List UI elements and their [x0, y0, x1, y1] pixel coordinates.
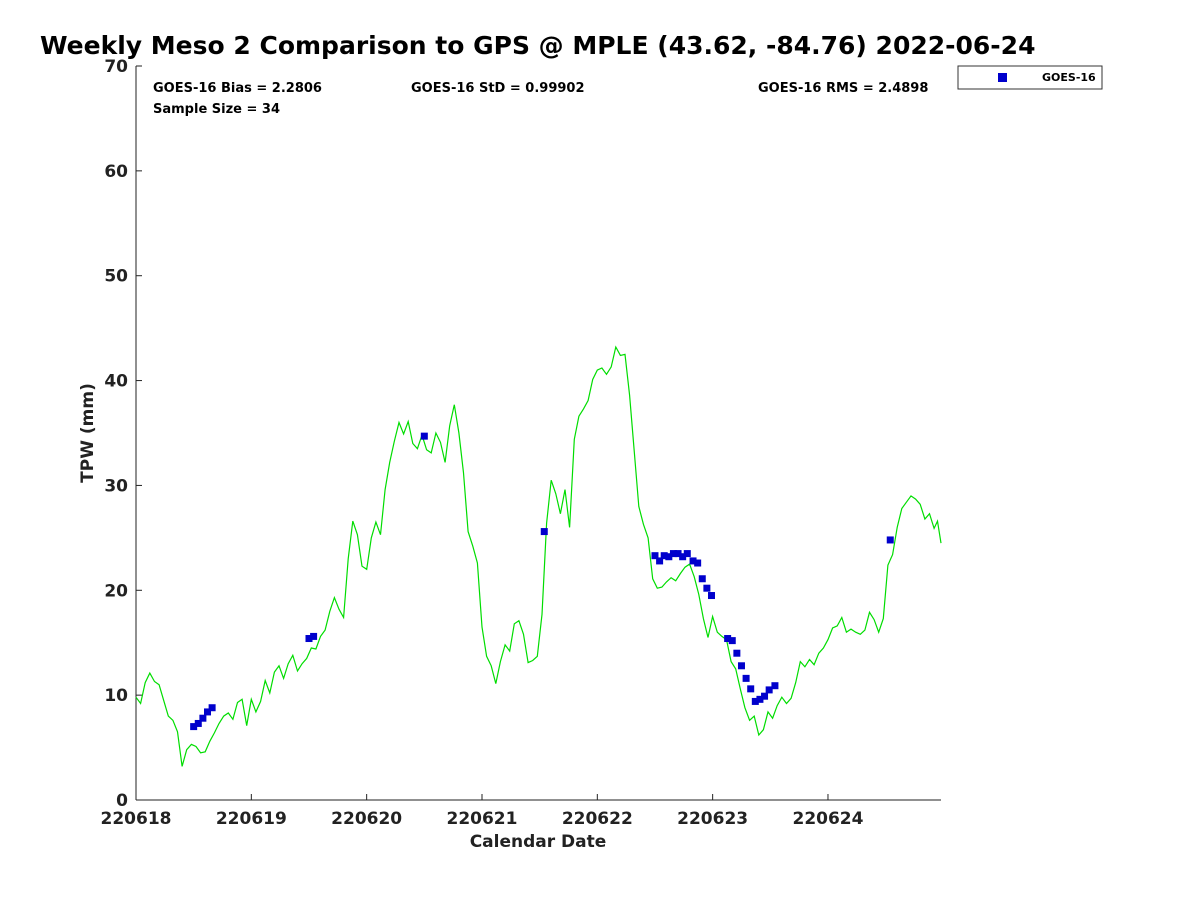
- x-tick-label: 220624: [792, 809, 863, 829]
- y-tick-label: 0: [116, 791, 128, 811]
- y-tick-label: 70: [104, 57, 128, 77]
- goes16-point: [420, 432, 428, 440]
- goes16-point: [694, 559, 702, 567]
- goes16-point: [656, 557, 664, 565]
- legend-marker-goes16: [998, 73, 1007, 82]
- goes16-point: [669, 550, 677, 558]
- goes16-point: [689, 557, 697, 565]
- goes16-point: [728, 637, 736, 645]
- goes16-point: [208, 704, 216, 712]
- goes16-point: [756, 695, 764, 703]
- series-layer: [135, 345, 942, 767]
- goes16-point: [886, 536, 894, 544]
- y-tick-label: 10: [104, 686, 128, 706]
- goes16-point: [747, 685, 755, 693]
- goes16-point: [733, 649, 741, 657]
- goes16-point: [724, 635, 732, 643]
- x-tick-label: 220619: [216, 809, 287, 829]
- y-axis-label: TPW (mm): [78, 383, 98, 483]
- gps-tpw-line: [135, 345, 942, 767]
- goes16-point: [310, 632, 318, 640]
- x-tick-label: 220620: [331, 809, 402, 829]
- goes16-point: [683, 550, 691, 558]
- goes16-point: [771, 682, 779, 690]
- x-tick-label: 220618: [101, 809, 172, 829]
- goes16-point: [199, 714, 207, 722]
- goes16-point: [765, 686, 773, 694]
- rms-stat: GOES-16 RMS = 2.4898: [758, 81, 928, 96]
- y-axis-ticks: 0 10 20 30 40 50 60 70: [104, 57, 142, 811]
- goes16-point: [698, 575, 706, 583]
- goes16-point: [204, 708, 212, 716]
- bias-stat: GOES-16 Bias = 2.2806: [153, 81, 322, 96]
- goes16-point: [703, 584, 711, 592]
- goes16-point: [305, 635, 313, 643]
- plot-area: 0 10 20 30 40 50 60 70 220618 220619 220620 220621…: [101, 57, 942, 829]
- x-tick-label: 220623: [677, 809, 748, 829]
- y-tick-label: 60: [104, 162, 128, 182]
- goes16-point: [190, 723, 198, 731]
- y-tick-label: 50: [104, 267, 128, 287]
- legend-box: [957, 65, 1103, 90]
- goes16-point: [737, 662, 745, 670]
- legend-label-goes16: GOES-16: [1042, 71, 1096, 84]
- goes16-point: [674, 550, 682, 558]
- goes16-point: [751, 697, 759, 705]
- goes16-point: [540, 528, 548, 536]
- x-tick-label: 220621: [446, 809, 517, 829]
- goes16-point: [761, 692, 769, 700]
- y-tick-label: 40: [104, 372, 128, 392]
- goes16-point: [194, 719, 202, 727]
- y-tick-label: 20: [104, 581, 128, 601]
- x-tick-label: 220622: [562, 809, 633, 829]
- goes16-point: [651, 552, 659, 560]
- goes16-point: [742, 674, 750, 682]
- sample-size-stat: Sample Size = 34: [153, 102, 280, 117]
- x-axis-ticks: 220618 220619 220620 220621 220622 220623 2206…: [101, 794, 864, 829]
- legend: GOES-16: [957, 65, 1103, 90]
- chart-title: Weekly Meso 2 Comparison to GPS @ MPLE (…: [40, 31, 1035, 60]
- goes16-point: [665, 553, 673, 561]
- goes16-point: [660, 552, 668, 560]
- std-stat: GOES-16 StD = 0.99902: [411, 81, 585, 96]
- y-tick-label: 30: [104, 476, 128, 496]
- goes16-point: [707, 592, 715, 600]
- x-axis-label: Calendar Date: [470, 832, 607, 852]
- goes16-point: [679, 553, 687, 561]
